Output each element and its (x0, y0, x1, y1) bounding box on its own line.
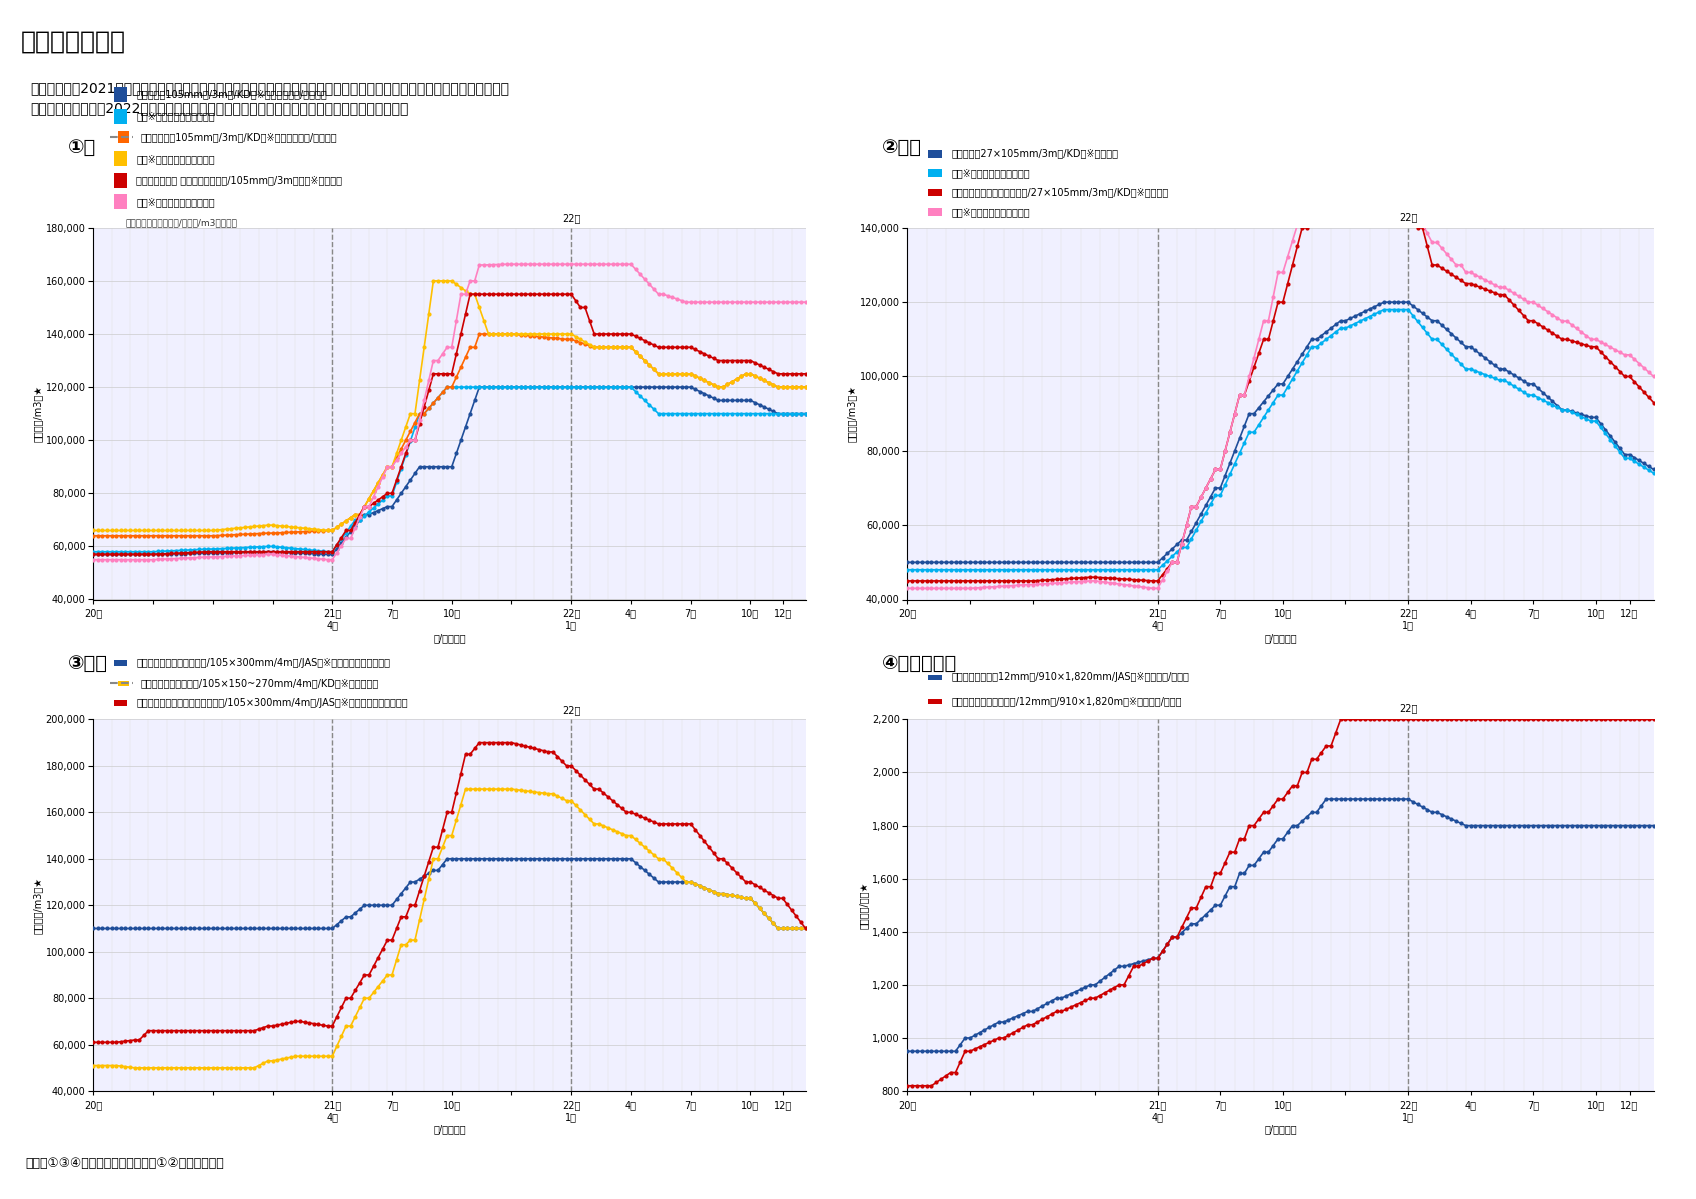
Text: 国産針葉樹合板（12mm厚/910×1,820mm/JAS）※関東市場/問屋着: 国産針葉樹合板（12mm厚/910×1,820mm/JAS）※関東市場/問屋着 (951, 673, 1189, 682)
Y-axis label: 価格（円/m3）★: 価格（円/m3）★ (32, 876, 42, 934)
Bar (928, 169, 941, 177)
Text: 〃　※関東プレカット工場着: 〃 ※関東プレカット工場着 (136, 112, 215, 121)
Text: 22年: 22年 (1399, 212, 1418, 223)
Text: ホワイトウッド間柱（欧州産/27×105mm/3m長/KD）※問屋卸し: ホワイトウッド間柱（欧州産/27×105mm/3m長/KD）※問屋卸し (951, 187, 1169, 198)
Text: レッドウッド集成平角（国内生産/105×300mm/4m長/JAS）※関東プレカット工場着: レッドウッド集成平角（国内生産/105×300mm/4m長/JAS）※関東プレカ… (136, 698, 409, 709)
Text: ③平角: ③平角 (68, 653, 109, 673)
Bar (114, 700, 127, 706)
Y-axis label: 価格（円/m3）★: 価格（円/m3）★ (32, 385, 42, 442)
Text: （集成管柱の価格は円/本を円/m3に換算）: （集成管柱の価格は円/本を円/m3に換算） (126, 218, 237, 228)
Text: 資料：①③④木材建材ウイクリー、①②日刊木材新聞: 資料：①③④木材建材ウイクリー、①②日刊木材新聞 (25, 1157, 224, 1169)
Text: ヒノキ柱角（105mm角/3m長/KD）※関東市売市場/置場渡し: ヒノキ柱角（105mm角/3m長/KD）※関東市売市場/置場渡し (141, 132, 338, 143)
Bar (114, 661, 127, 667)
X-axis label: 年/月（週）: 年/月（週） (432, 633, 466, 643)
Bar (928, 188, 941, 197)
Text: 〃　※関東プレカット工場着: 〃 ※関東プレカット工場着 (951, 207, 1029, 217)
Bar (114, 173, 127, 188)
Bar (928, 150, 941, 157)
Text: ・令和３年（2021年）は、世界的な木材需要の高まり等により輸入材製品価格が高騰し、代替需要により国産材製品価格も
　上昇。令和４年（2022年）に入っても、製: ・令和３年（2021年）は、世界的な木材需要の高まり等により輸入材製品価格が高騰… (31, 82, 509, 115)
Bar (117, 681, 129, 686)
Bar (928, 675, 941, 680)
Text: （２）製品価格: （２）製品価格 (20, 30, 126, 54)
Text: 22年: 22年 (1399, 704, 1418, 713)
Bar (928, 699, 941, 704)
X-axis label: 年/月（週）: 年/月（週） (1264, 633, 1297, 643)
Text: 22年: 22年 (561, 213, 580, 223)
X-axis label: 年/月（週）: 年/月（週） (432, 1125, 466, 1134)
Bar (117, 132, 129, 144)
Text: 輸入合板（東南アジア産/12mm厚/910×1,820m）※関東市場/問屋着: 輸入合板（東南アジア産/12mm厚/910×1,820m）※関東市場/問屋着 (951, 697, 1182, 706)
Text: ④構造用合板: ④構造用合板 (882, 653, 957, 673)
Text: 米マツ集成平角（国内生産/105×300mm/4m長/JAS）※関東プレカット工場着: 米マツ集成平角（国内生産/105×300mm/4m長/JAS）※関東プレカット工… (136, 658, 390, 669)
Text: ②間柱: ②間柱 (882, 138, 923, 157)
Text: スギ間柱（27×105mm/3m長/KD）※市売市場: スギ間柱（27×105mm/3m長/KD）※市売市場 (951, 149, 1118, 158)
X-axis label: 年/月（週）: 年/月（週） (1264, 1125, 1297, 1134)
Bar (114, 88, 127, 102)
Text: 4: 4 (1647, 1157, 1667, 1186)
Bar (114, 194, 127, 209)
Bar (928, 209, 941, 216)
Text: 〃　※関東プレカット工場着: 〃 ※関東プレカット工場着 (136, 197, 215, 206)
Text: 米マツ平角（国内生産/105×150~270mm/4m長/KD）※関東問屋着: 米マツ平角（国内生産/105×150~270mm/4m長/KD）※関東問屋着 (141, 679, 378, 688)
Text: 〃　※関東プレカット工場着: 〃 ※関東プレカット工場着 (951, 168, 1029, 179)
Y-axis label: 価格（円/枚）★: 価格（円/枚）★ (860, 881, 868, 929)
Y-axis label: 価格（円/m3）★: 価格（円/m3）★ (846, 385, 856, 442)
Text: ホワイトウッド 集成管柱（欧州産/105mm角/3m長）　※京浜市場: ホワイトウッド 集成管柱（欧州産/105mm角/3m長） ※京浜市場 (136, 175, 343, 186)
Text: スギ柱角（105mm角/3m長/KD）※関東市売市場/置場渡し: スギ柱角（105mm角/3m長/KD）※関東市売市場/置場渡し (136, 90, 327, 100)
Bar (114, 151, 127, 167)
Text: ①柱: ①柱 (68, 138, 97, 157)
Bar (114, 109, 127, 123)
Text: 〃　※関東プレカット工場着: 〃 ※関東プレカット工場着 (136, 153, 215, 164)
Text: 22年: 22年 (561, 705, 580, 715)
